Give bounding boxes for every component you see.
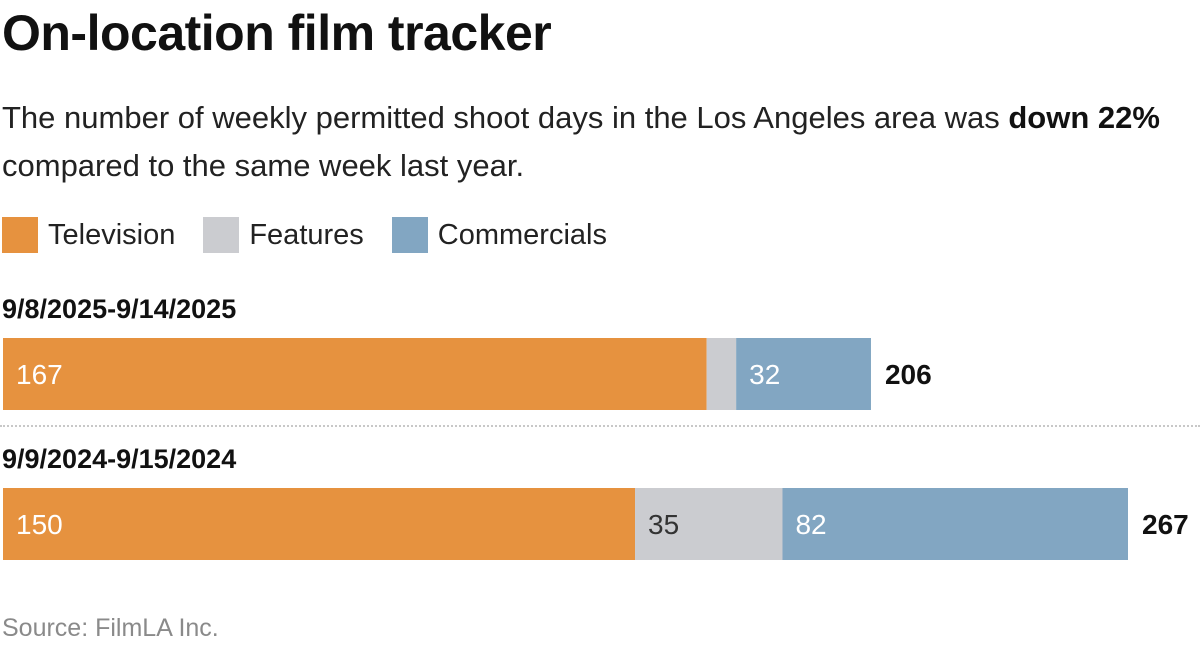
- bar-television-2025: [3, 338, 707, 410]
- row-divider: [0, 425, 1200, 427]
- chart-title: On-location film tracker: [2, 5, 552, 61]
- data-label-television-2024: 150: [16, 509, 63, 540]
- bar-features-2024: [635, 488, 783, 560]
- row-label-2024: 9/9/2024-9/15/2024: [2, 444, 237, 474]
- data-label-features-2024: 35: [648, 509, 679, 540]
- legend-label-television: Television: [48, 218, 176, 251]
- legend-swatch-commercials: [391, 217, 428, 253]
- legend-item-commercials: Commercials: [391, 217, 607, 253]
- total-label-2025: 206: [885, 359, 932, 390]
- subtitle-text-end: compared to the same week last year.: [2, 148, 525, 183]
- chart-legend: Television Features Commercials: [2, 216, 635, 254]
- data-label-commercials-2024: 82: [795, 509, 826, 540]
- legend-swatch-features: [203, 217, 240, 253]
- bar-commercials-2024: [782, 488, 1128, 560]
- row-label-2025: 9/8/2025-9/14/2025: [2, 294, 237, 324]
- bar-features-2025: [706, 338, 737, 410]
- chart-subtitle: The number of weekly permitted shoot day…: [2, 94, 1198, 190]
- legend-item-television: Television: [2, 217, 175, 253]
- legend-label-features: Features: [249, 218, 364, 251]
- total-label-2024: 267: [1142, 509, 1189, 540]
- data-label-television-2025: 167: [16, 359, 63, 390]
- bar-commercials-2025: [736, 338, 871, 410]
- source-note: Source: FilmLA Inc.: [2, 614, 219, 642]
- subtitle-text: The number of weekly permitted shoot day…: [2, 100, 1009, 135]
- legend-label-commercials: Commercials: [437, 218, 607, 251]
- legend-item-features: Features: [203, 217, 364, 253]
- bar-television-2024: [3, 488, 636, 560]
- data-label-commercials-2025: 32: [749, 359, 780, 390]
- legend-swatch-television: [2, 217, 38, 253]
- subtitle-highlight: down 22%: [1008, 100, 1160, 135]
